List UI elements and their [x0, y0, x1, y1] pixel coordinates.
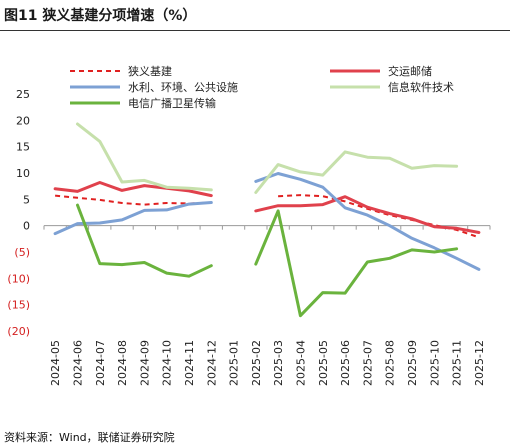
y-tick-label: (5)	[14, 246, 30, 259]
series-line	[76, 122, 213, 192]
y-tick-label: (15)	[7, 299, 30, 312]
x-tick-label: 2025-08	[384, 340, 397, 386]
legend-label: 水利、环境、公共设施	[128, 80, 238, 94]
x-tick-label: 2025-04	[294, 340, 307, 386]
series-line	[254, 150, 459, 194]
y-tick-label: 25	[16, 88, 30, 101]
x-tick-label: 2025-10	[428, 340, 441, 386]
axis-layer: 25 20 15 10 5 0 (5) (10) (15) (20) 2024-05 2024-06 2…	[7, 88, 491, 386]
x-tick-label: 2024-08	[116, 340, 129, 386]
y-tick-label: (10)	[7, 272, 30, 285]
series-line	[76, 203, 213, 278]
x-tick-label: 2025-07	[361, 340, 374, 386]
x-tick-label: 2025-12	[473, 340, 486, 386]
series-line	[55, 194, 212, 206]
x-tick-label: 2025-03	[272, 340, 285, 386]
legend-label: 信息软件技术	[388, 80, 454, 94]
series-layer	[53, 122, 481, 318]
chart-title: 图11 狭义基建分项增速（%）	[4, 8, 197, 24]
series-line	[53, 181, 213, 198]
x-tick-label: 2024-12	[205, 340, 218, 386]
x-tick-label: 2025-01	[228, 340, 241, 386]
title-divider	[0, 30, 510, 31]
legend-label: 狭义基建	[128, 64, 172, 78]
source-note: 资料来源：Wind，联储证券研究院	[4, 431, 175, 444]
y-tick-label: 10	[16, 167, 30, 180]
line-chart: 25 20 15 10 5 0 (5) (10) (15) (20) 2024-05 2024-06 2…	[7, 64, 491, 386]
y-tick-label: 15	[16, 141, 30, 154]
x-tick-label: 2025-02	[250, 340, 263, 386]
x-tick-label: 2024-07	[94, 340, 107, 386]
y-tick-label: (20)	[7, 325, 30, 338]
x-tick-label: 2024-05	[49, 340, 62, 386]
x-tick-label: 2025-06	[339, 340, 352, 386]
series-line	[53, 201, 213, 236]
y-tick-label: 5	[23, 193, 30, 206]
x-tick-label: 2025-09	[406, 340, 419, 386]
series-line	[278, 194, 480, 239]
x-tick-label: 2025-11	[451, 340, 464, 386]
legend-label: 交运邮储	[388, 64, 432, 78]
x-tick-label: 2024-10	[161, 340, 174, 386]
x-tick-label: 2024-06	[71, 340, 84, 386]
y-tick-label: 0	[23, 220, 30, 233]
x-tick-label: 2024-09	[138, 340, 151, 386]
series-line	[254, 209, 459, 318]
x-tick-label: 2024-11	[183, 340, 196, 386]
x-tick-label: 2025-05	[317, 340, 330, 386]
series-line	[254, 172, 481, 271]
legend-label: 电信广播卫星传输	[128, 96, 216, 110]
y-tick-label: 20	[16, 114, 30, 127]
series-line	[254, 195, 481, 234]
